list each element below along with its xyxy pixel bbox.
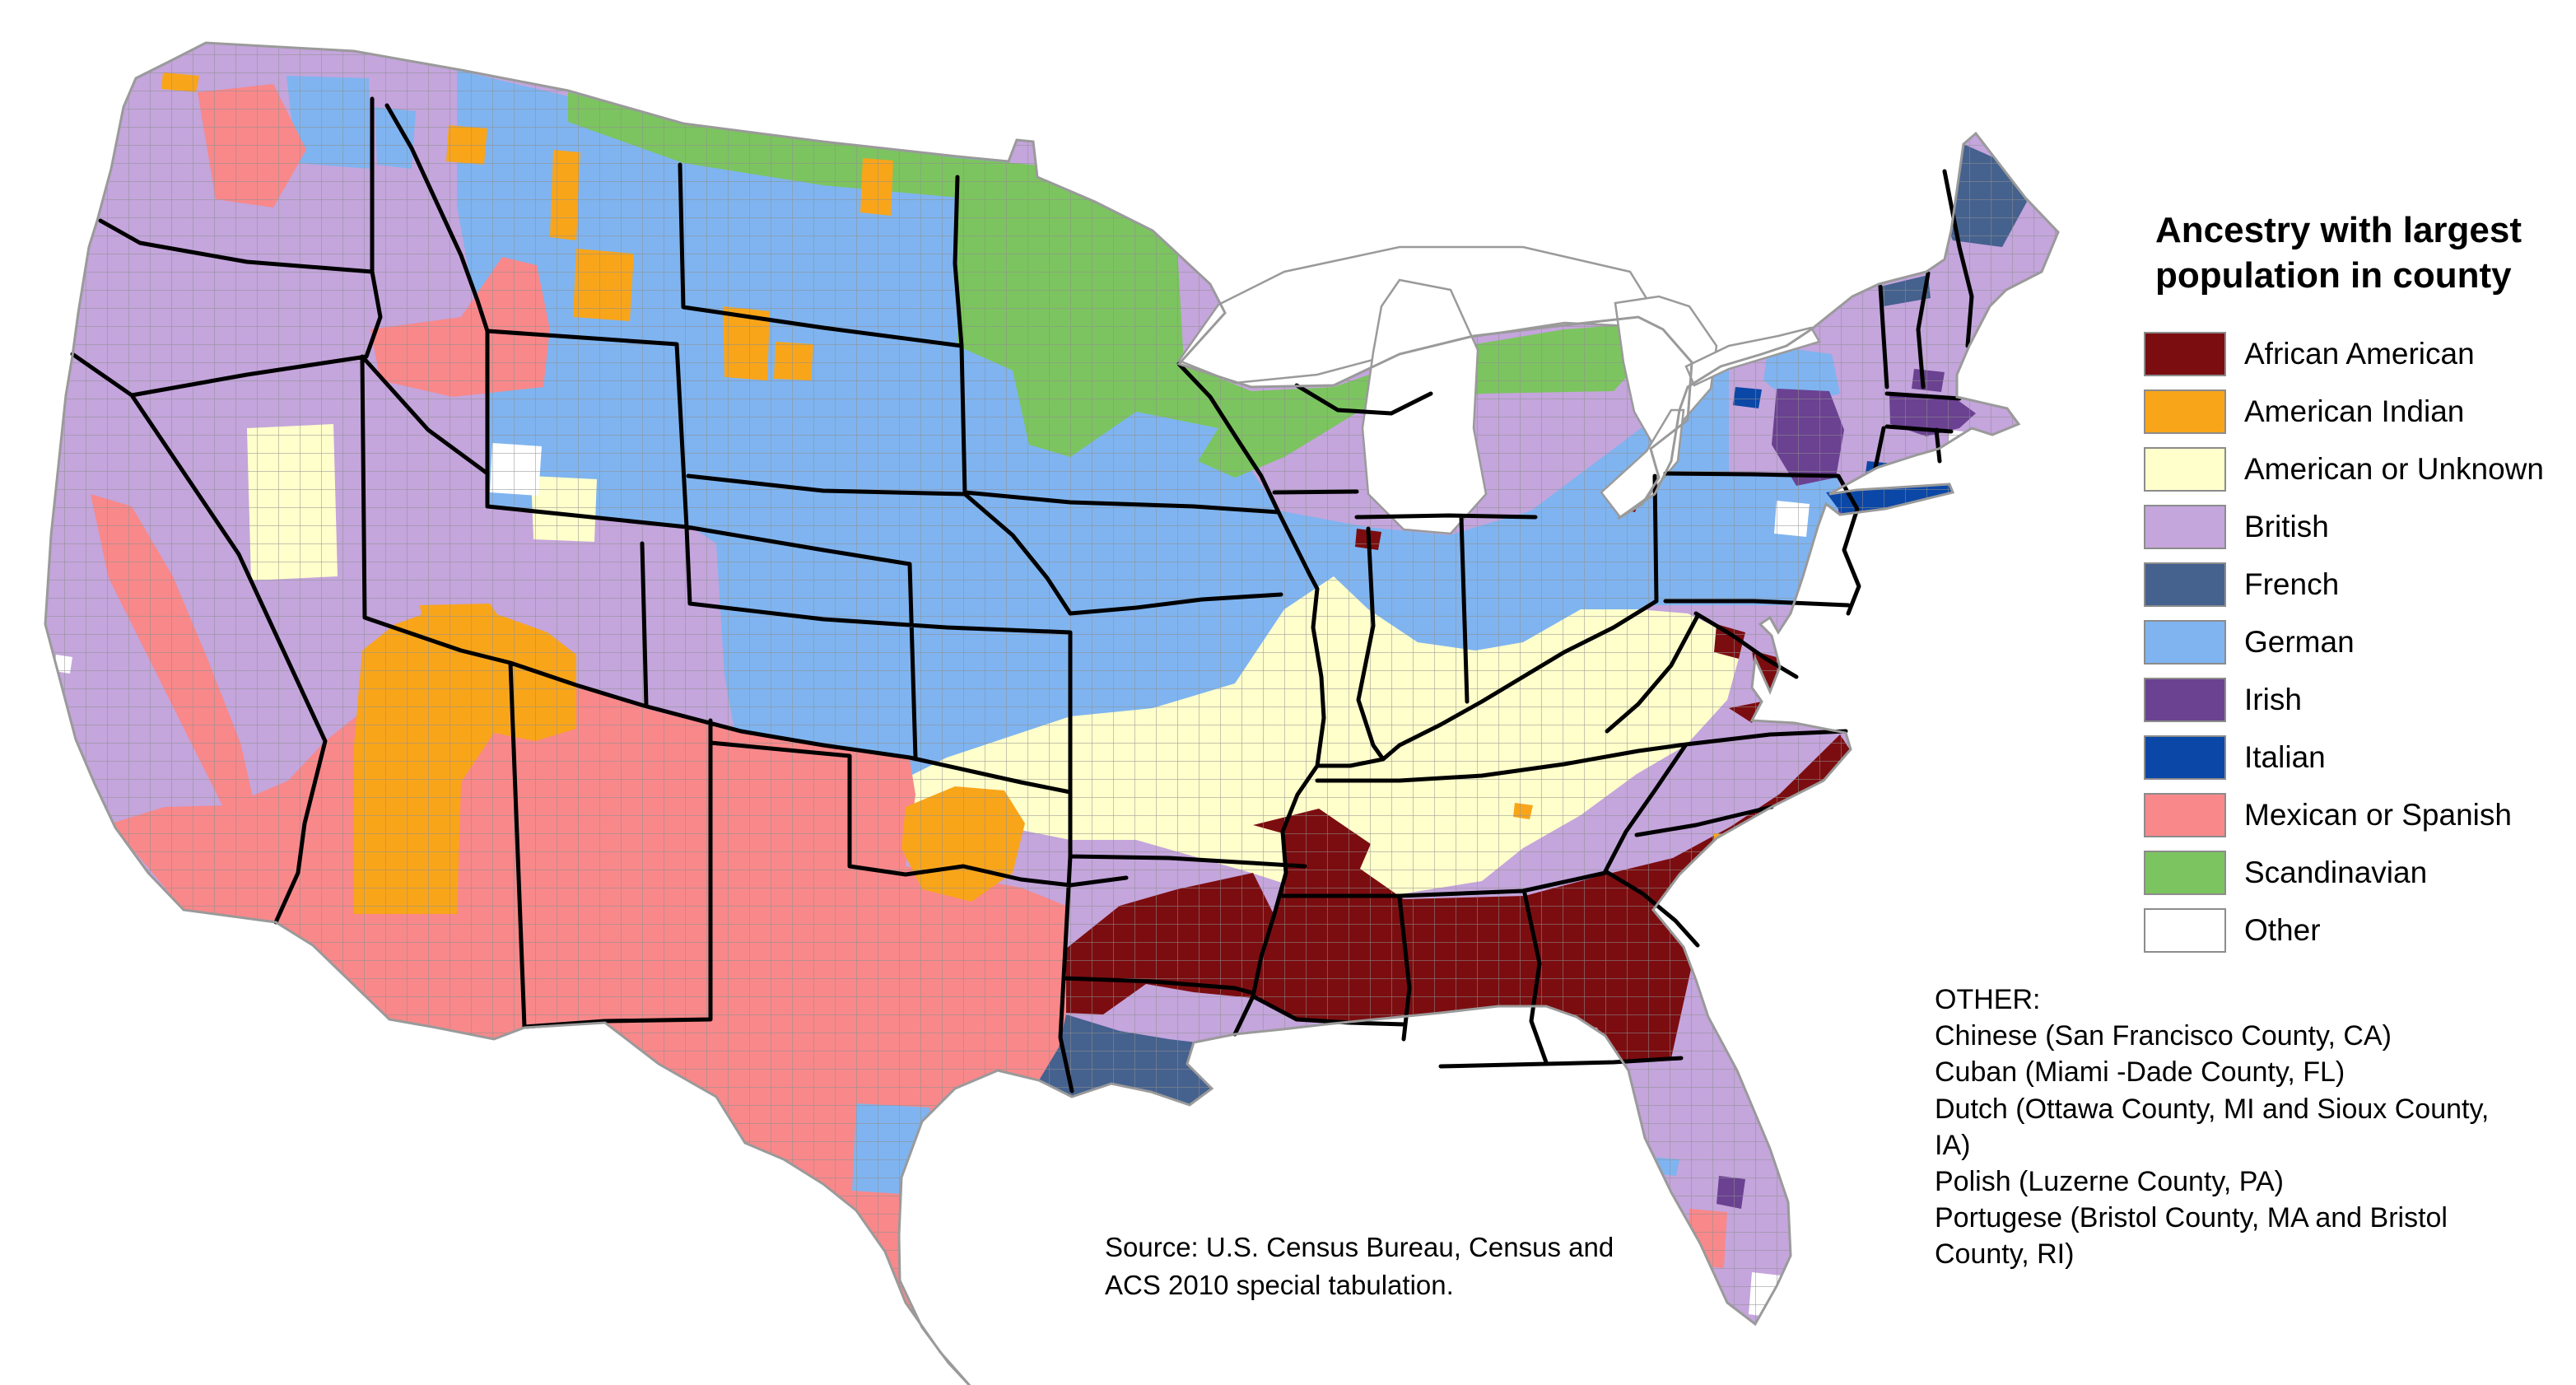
legend-swatch-irish	[2144, 678, 2226, 722]
legend-item-american-unknown: American or Unknown	[2144, 447, 2544, 492]
legend-swatch-mexican-spanish	[2144, 793, 2226, 837]
legend-title: Ancestry with largest population in coun…	[2155, 210, 2522, 296]
legend-label: American Indian	[2244, 394, 2465, 428]
source-note: Source: U.S. Census Bureau, Census and A…	[1105, 1232, 1614, 1300]
other-note-line-dutch: Dutch (Ottawa County, MI and Sioux Count…	[1935, 1093, 2490, 1161]
region-british-panhandle	[1385, 1019, 1604, 1067]
legend-label: Other	[2244, 913, 2321, 947]
legend-label: Scandinavian	[2244, 856, 2428, 889]
other-note: OTHER: Chinese (San Francisco County, CA…	[1935, 982, 2503, 1273]
legend-swatch-american-unknown	[2144, 447, 2226, 492]
legend-item-mexican-spanish: Mexican or Spanish	[2144, 793, 2544, 837]
other-note-line-cuban: Cuban (Miami -Dade County, FL)	[1935, 1056, 2345, 1089]
legend-label: Mexican or Spanish	[2244, 798, 2512, 832]
legend-item-other: Other	[2144, 908, 2544, 953]
legend: African American American Indian America…	[2144, 332, 2544, 966]
legend-item-french: French	[2144, 562, 2544, 607]
state-borders	[70, 96, 1974, 1094]
legend-item-german: German	[2144, 620, 2544, 665]
legend-item-scandinavian: Scandinavian	[2144, 851, 2544, 895]
legend-swatch-african-american	[2144, 332, 2226, 376]
other-note-line-chinese: Chinese (San Francisco County, CA)	[1935, 1020, 2392, 1052]
legend-item-african-american: African American	[2144, 332, 2544, 376]
other-note-line-polish: Polish (Luzerne County, PA)	[1935, 1165, 2284, 1197]
other-note-heading: OTHER:	[1935, 984, 2041, 1015]
legend-swatch-german	[2144, 620, 2226, 665]
us-coastline	[44, 41, 2060, 1385]
legend-label: Italian	[2244, 740, 2326, 774]
legend-item-american-indian: American Indian	[2144, 389, 2544, 434]
legend-label: British	[2244, 510, 2329, 543]
legend-swatch-american-indian	[2144, 389, 2226, 434]
lake-michigan	[1361, 278, 1488, 535]
legend-swatch-scandinavian	[2144, 851, 2226, 895]
legend-swatch-british	[2144, 505, 2226, 549]
other-note-line-portugese: Portugese (Bristol County, MA and Bristo…	[1935, 1202, 2448, 1271]
legend-label: German	[2244, 625, 2355, 659]
lake-huron	[1614, 295, 1718, 446]
great-lakes	[1177, 245, 1821, 535]
legend-label: Irish	[2244, 683, 2302, 716]
legend-item-british: British	[2144, 505, 2544, 549]
legend-label: American or Unknown	[2244, 452, 2544, 486]
legend-label: African American	[2244, 337, 2475, 371]
legend-label: French	[2244, 567, 2340, 601]
legend-swatch-other	[2144, 908, 2226, 953]
legend-swatch-french	[2144, 562, 2226, 607]
legend-item-irish: Irish	[2144, 678, 2544, 722]
legend-item-italian: Italian	[2144, 735, 2544, 780]
legend-swatch-italian	[2144, 735, 2226, 780]
